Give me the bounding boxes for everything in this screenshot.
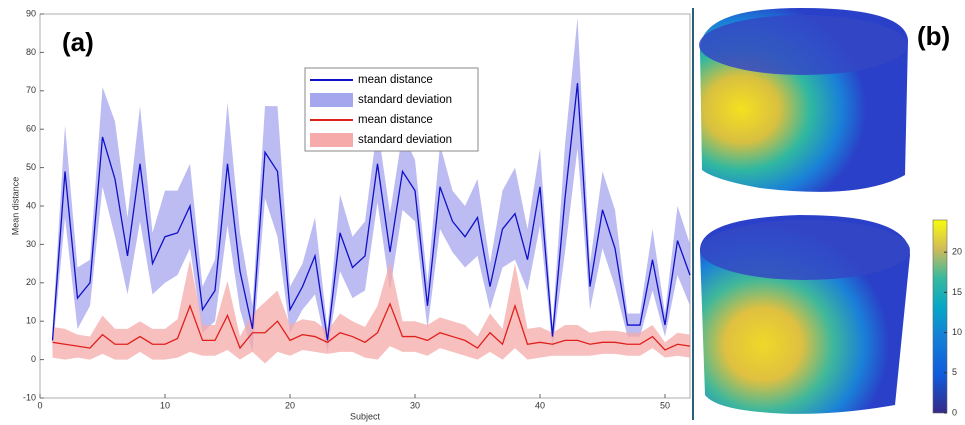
y-tick-label: 20 (26, 277, 36, 287)
mean-line (51, 83, 691, 341)
x-tick-label: 20 (285, 400, 295, 410)
panel-label: (a) (62, 27, 94, 57)
legend: mean distance standard deviation mean dist… (304, 67, 479, 152)
x-axis-label: Subject (350, 411, 381, 421)
x-tick-label: 40 (535, 400, 545, 410)
y-tick-label: 90 (26, 8, 36, 18)
legend-swatch (310, 93, 353, 107)
y-tick-label: 40 (26, 200, 36, 210)
x-tick-label: 50 (660, 400, 670, 410)
legend-label: mean distance (358, 114, 433, 126)
x-tick-label: 10 (160, 400, 170, 410)
surface-bottom (700, 215, 910, 414)
colorbar-tick-label: 15 (952, 287, 962, 297)
y-tick-label: 80 (26, 47, 36, 57)
colorbar (932, 219, 948, 414)
y-axis-label: Mean distance (10, 177, 20, 236)
y-tick-label: -10 (23, 392, 36, 402)
y-tick-label: 60 (26, 124, 36, 134)
panel-label: (b) (917, 21, 950, 51)
std-band (52, 259, 690, 364)
y-tick-label: 10 (26, 316, 36, 326)
x-tick-label: 0 (37, 400, 42, 410)
legend-swatch (310, 133, 353, 147)
y-tick-label: 0 (31, 354, 36, 364)
y-tick-label: 30 (26, 239, 36, 249)
colorbar-tick-label: 5 (952, 367, 957, 377)
mean-line (52, 302, 691, 351)
legend-label: standard deviation (358, 134, 452, 146)
legend-label: mean distance (358, 74, 433, 86)
std-band (52, 17, 690, 352)
colorbar-tick-label: 10 (952, 327, 962, 337)
x-tick-label: 30 (410, 400, 420, 410)
colorbar-tick-label: 0 (952, 407, 957, 417)
y-tick-label: 70 (26, 85, 36, 95)
y-tick-label: 50 (26, 162, 36, 172)
surface-top (699, 8, 908, 192)
legend-label: standard deviation (358, 94, 452, 106)
colorbar-tick-label: 20 (952, 247, 962, 257)
